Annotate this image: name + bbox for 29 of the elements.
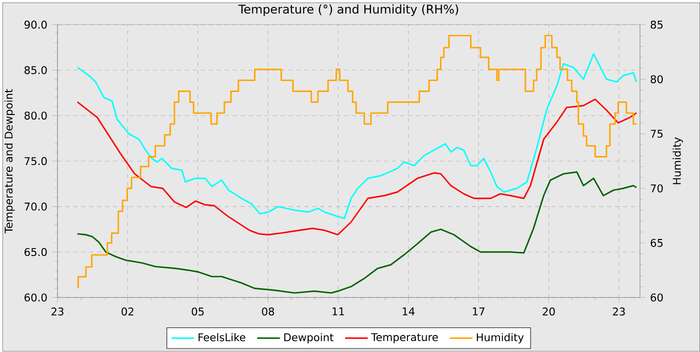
x-tick-label: 05 bbox=[192, 308, 204, 316]
y-axis-title: Temperature and Dewpoint bbox=[4, 89, 15, 234]
x-tick-label: 14 bbox=[402, 308, 415, 316]
x-tick-label: 23 bbox=[612, 308, 625, 316]
legend-label: FeelsLike bbox=[198, 333, 246, 342]
y2-tick-label: 60 bbox=[650, 294, 663, 302]
y-tick-label: 90.0 bbox=[24, 20, 47, 29]
y-tick-label: 75.0 bbox=[24, 157, 47, 166]
legend-label: Dewpoint bbox=[284, 333, 334, 344]
y-tick-label: 70.0 bbox=[24, 202, 47, 211]
y2-tick-label: 65 bbox=[650, 239, 663, 248]
y2-tick-label: 70 bbox=[650, 184, 663, 193]
x-tick-label: 17 bbox=[472, 308, 484, 316]
legend-label: Humidity bbox=[476, 333, 524, 344]
y2-tick-label: 80 bbox=[650, 75, 663, 84]
chart-title: Temperature (°) and Humidity (RH%) bbox=[238, 4, 458, 16]
y2-tick-label: 85 bbox=[650, 20, 663, 29]
x-tick-label: 08 bbox=[262, 308, 274, 316]
y-tick-label: 85.0 bbox=[24, 66, 47, 74]
y2-axis-title: Humidity bbox=[672, 138, 683, 184]
y-tick-label: 65.0 bbox=[24, 248, 47, 256]
y-tick-label: 60.0 bbox=[24, 294, 47, 302]
legend-label: Temperature bbox=[371, 333, 438, 344]
y2-tick-label: 75 bbox=[650, 130, 663, 138]
x-tick-label: 02 bbox=[122, 308, 134, 316]
x-tick-label: 20 bbox=[542, 308, 555, 316]
x-tick-label: 11 bbox=[332, 308, 344, 316]
x-tick-label: 23 bbox=[51, 308, 64, 316]
y-tick-label: 80.0 bbox=[24, 112, 47, 120]
